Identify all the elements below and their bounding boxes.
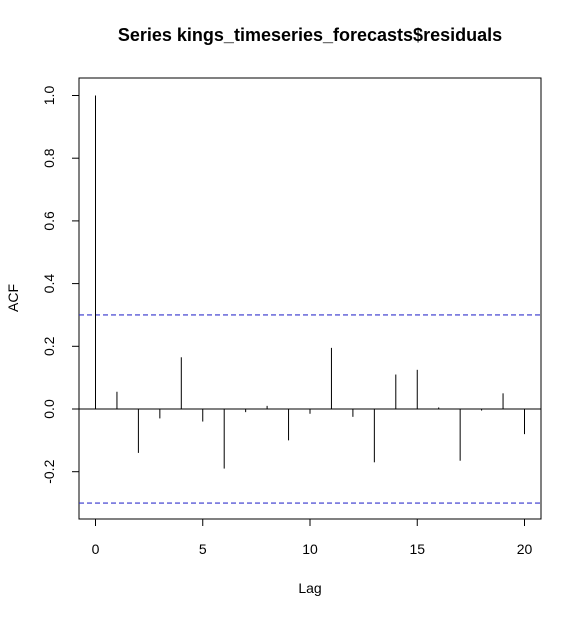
x-tick-label: 20 (517, 541, 533, 557)
x-tick-label: 10 (302, 541, 318, 557)
y-tick-label: 1.0 (41, 86, 57, 106)
y-tick-label: -0.2 (41, 459, 57, 483)
y-tick-label: 0.8 (41, 148, 57, 168)
y-tick-label: 0.2 (41, 336, 57, 356)
x-axis-label: Lag (298, 580, 321, 596)
y-tick-label: 0.4 (41, 274, 57, 294)
plot-frame (78, 77, 542, 520)
y-axis-label: ACF (5, 284, 21, 312)
confidence-bounds (79, 314, 541, 504)
x-axis: 0 5 10 15 20 (92, 518, 533, 557)
chart-title: Series kings_timeseries_forecasts$residu… (118, 25, 502, 45)
y-axis: -0.2 0.0 0.2 0.4 0.6 0.8 1.0 (41, 86, 80, 484)
x-tick-label: 0 (92, 541, 100, 557)
x-tick-label: 5 (199, 541, 207, 557)
y-tick-label: 0.6 (41, 211, 57, 231)
y-tick-label: 0.0 (41, 399, 57, 419)
x-tick-label: 15 (409, 541, 425, 557)
acf-bars (95, 95, 525, 469)
